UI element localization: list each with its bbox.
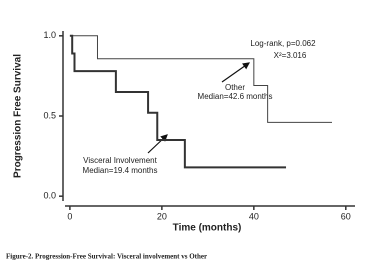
annotation: Log-rank, p=0.062 <box>250 39 316 48</box>
x-tick-label: 40 <box>249 211 259 221</box>
x-tick-label: 20 <box>157 211 167 221</box>
annotation: Other <box>225 83 245 92</box>
annotation: X²=3.016 <box>274 51 307 60</box>
survival-curve <box>69 34 287 169</box>
x-tick-label: 0 <box>67 211 72 221</box>
y-tick-label: 1.0 <box>43 30 56 40</box>
y-axis-label: Progression Free Survival <box>13 54 24 178</box>
annotation: Visceral Involvement <box>83 156 157 165</box>
annotation: Median=42.6 months <box>198 92 273 101</box>
y-tick-label: 0.5 <box>43 110 56 120</box>
survival-curve <box>69 35 333 123</box>
arrow <box>147 134 168 154</box>
x-axis-label: Time (months) <box>173 223 242 234</box>
y-tick-label: 0.0 <box>43 191 56 201</box>
annotation: Median=19.4 months <box>83 166 158 175</box>
arrow <box>221 62 250 83</box>
caption: Figure-2. Progression-Free Survival: Vis… <box>6 253 207 261</box>
x-tick-label: 60 <box>341 211 351 221</box>
